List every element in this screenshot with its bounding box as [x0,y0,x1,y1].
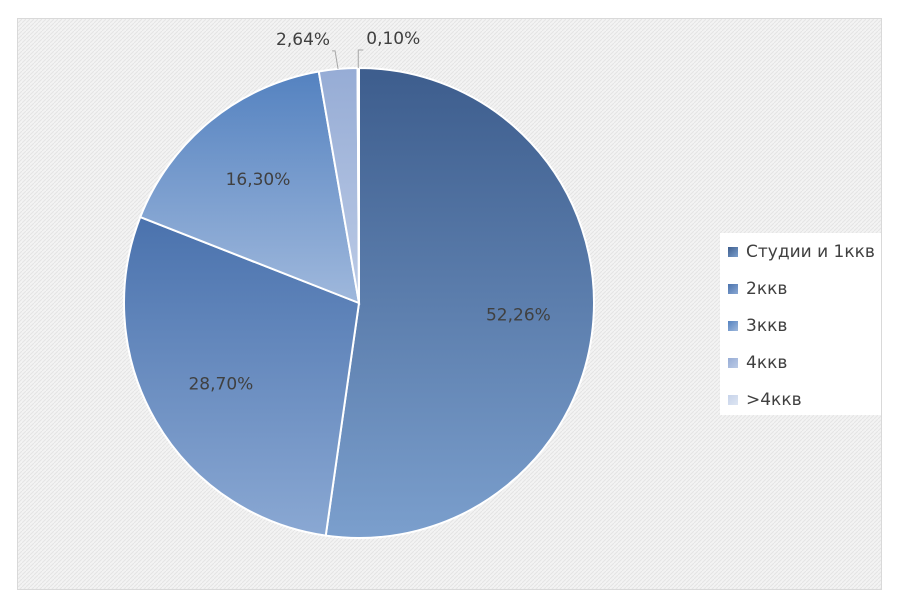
legend-label-2kkv: 2ккв [746,279,788,299]
data-label-4kkv: 2,64% [276,30,330,50]
legend-swatch-2kkv [728,284,738,294]
pie-slice-2kkv [123,215,361,537]
data-label-studii-1kkv: 52,26% [486,305,551,325]
leader-line-gt4kkv [357,49,364,69]
legend-label-3kkv: 3ккв [746,316,788,336]
legend-item-studii-1kkv: Студии и 1ккв [728,241,875,263]
data-label-3kkv: 16,30% [226,170,291,190]
legend: Студии и 1ккв 2ккв 3ккв 4ккв >4ккв [720,233,881,415]
legend-item-gt4kkv: >4ккв [728,389,802,411]
leader-line-4kkv [332,50,339,70]
legend-swatch-4kkv [728,358,738,368]
legend-item-4kkv: 4ккв [728,352,787,374]
legend-swatch-studii-1kkv [728,247,738,257]
pie-slice-3kkv [138,70,361,305]
pie-slice-studii-1kkv [324,66,595,539]
legend-label-4kkv: 4ккв [746,353,788,373]
legend-label-studii-1kkv: Студии и 1ккв [746,242,875,262]
legend-item-2kkv: 2ккв [728,278,787,300]
chart-area: 52,26% 28,70% 16,30% 2,64% 0,10% Студии и 1к… [17,18,882,590]
legend-swatch-gt4kkv [728,395,738,405]
data-label-gt4kkv: 0,10% [366,29,420,49]
legend-swatch-3kkv [728,321,738,331]
legend-item-3kkv: 3ккв [728,315,787,337]
legend-label-gt4kkv: >4ккв [746,390,802,410]
data-label-2kkv: 28,70% [188,374,253,394]
